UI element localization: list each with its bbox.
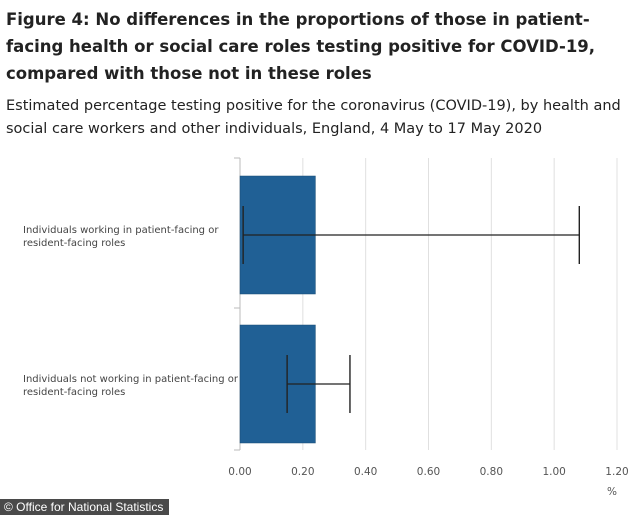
x-tick-label: 0.60 [417, 466, 440, 478]
error-bars [242, 206, 580, 413]
x-tick-label: 0.00 [228, 466, 251, 478]
chart-subtitle: Estimated percentage testing positive fo… [6, 98, 621, 137]
x-tick-label: 1.20 [605, 466, 628, 478]
category-label: Individuals working in patient-facing or [23, 225, 219, 236]
source-credit: © Office for National Statistics [0, 499, 170, 515]
bars [239, 175, 316, 444]
x-tick-label: 0.80 [480, 466, 503, 478]
x-axis-ticks: 0.00 0.20 0.40 0.60 0.80 1.00 1.20 [228, 466, 628, 478]
category-label: resident-facing roles [23, 387, 125, 398]
bar-chart: Individuals working in patient-facing or… [23, 157, 629, 498]
category-label: Individuals not working in patient-facin… [23, 374, 239, 385]
x-axis-unit-label: % [607, 486, 617, 498]
x-tick-label: 0.40 [354, 466, 377, 478]
x-tick-label: 1.00 [542, 466, 565, 478]
category-label: resident-facing roles [23, 238, 125, 249]
chart-title: Figure 4: No differences in the proporti… [6, 10, 596, 83]
category-labels: Individuals working in patient-facing or… [23, 225, 239, 398]
x-tick-label: 0.20 [291, 466, 314, 478]
